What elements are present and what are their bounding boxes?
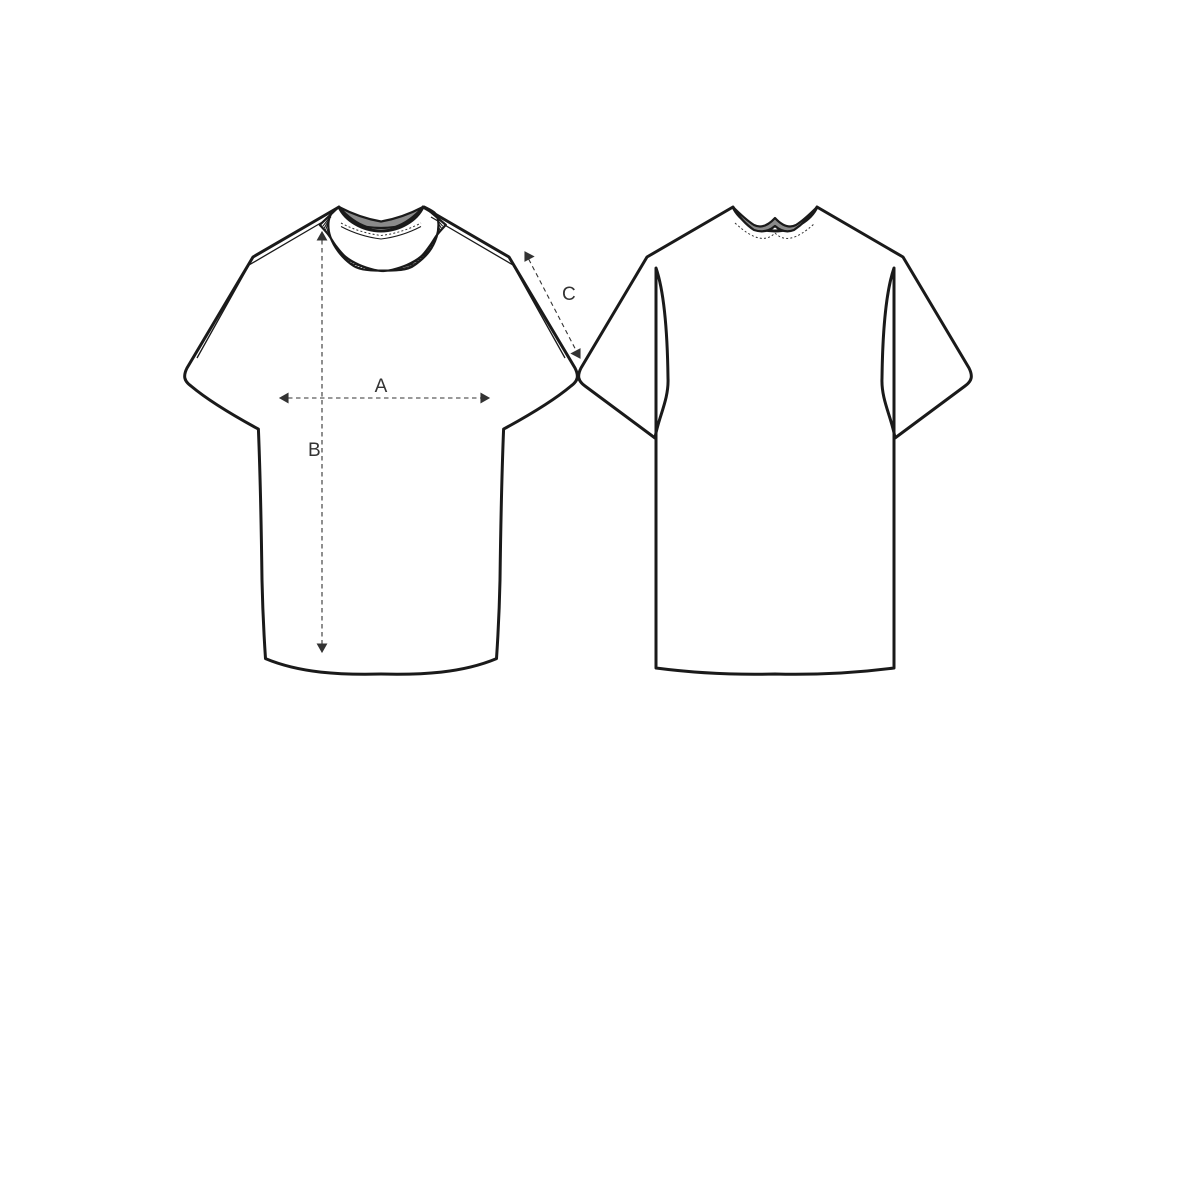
svg-text:C: C [562, 284, 576, 305]
svg-text:B: B [308, 440, 321, 461]
svg-text:A: A [375, 376, 388, 397]
